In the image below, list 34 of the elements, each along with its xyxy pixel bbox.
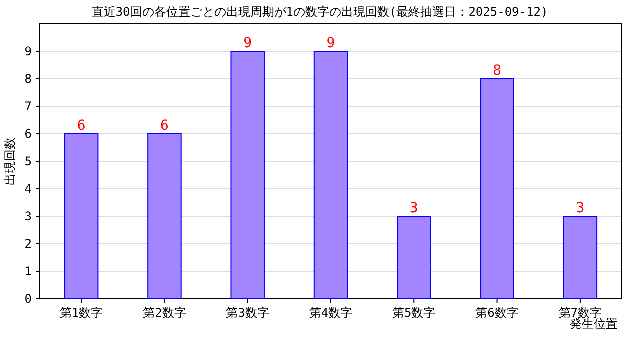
y-tick-label: 5: [24, 154, 32, 168]
chart-title: 直近30回の各位置ごとの出現周期が1の数字の出現回数(最終抽選日：2025-09-12): [92, 5, 548, 19]
data-label: 8: [493, 63, 502, 79]
data-label: 6: [77, 118, 86, 134]
bar: [230, 51, 265, 300]
y-tick-label: 8: [24, 72, 32, 86]
x-tick-label: 第4数字: [309, 306, 353, 320]
bar: [480, 78, 514, 300]
y-tick-label: 3: [24, 210, 32, 224]
data-label: 9: [244, 36, 252, 52]
y-tick-label: 6: [24, 127, 32, 141]
x-tick-label: 第2数字: [143, 306, 186, 320]
y-tick-label: 1: [24, 264, 32, 278]
data-label: 9: [326, 36, 336, 52]
bar: [148, 134, 182, 300]
bar: [64, 134, 99, 300]
y-tick-label: 2: [24, 237, 32, 251]
data-label: 6: [160, 118, 169, 134]
bar: [563, 216, 598, 300]
data-label: 3: [410, 200, 418, 216]
y-tick-label: 0: [24, 292, 32, 306]
y-tick-label: 7: [24, 100, 32, 114]
y-axis-title: 出現回数: [3, 138, 17, 186]
data-label: 3: [576, 200, 585, 216]
bar: [314, 51, 348, 300]
y-tick-label: 4: [24, 182, 32, 196]
y-tick-label: 9: [24, 44, 32, 58]
x-tick-label: 第5数字: [392, 306, 436, 320]
x-tick-label: 第3数字: [226, 306, 270, 320]
bar: [397, 216, 432, 300]
x-tick-label: 第7数字: [558, 306, 602, 320]
x-axis-title: 発生位置: [570, 317, 618, 331]
x-tick-label: 第1数字: [60, 306, 104, 320]
x-tick-label: 第6数字: [476, 306, 519, 320]
